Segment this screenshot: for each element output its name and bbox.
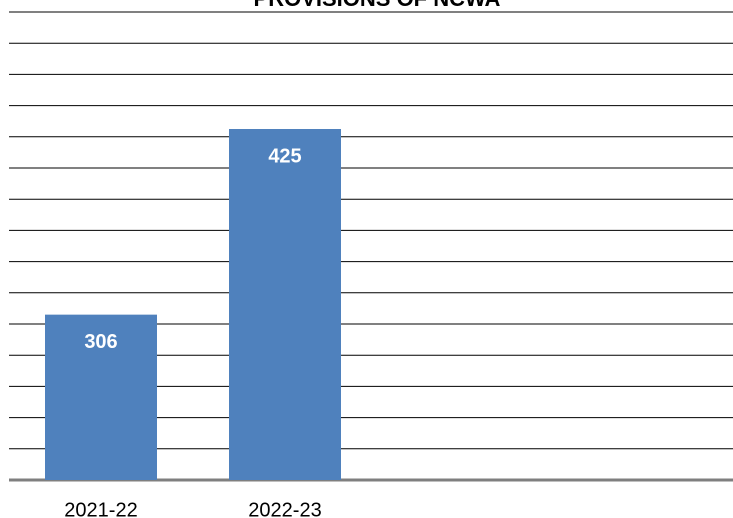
data-label: 425: [268, 145, 301, 167]
x-tick-label: 2021-22: [64, 499, 137, 518]
x-tick-label: 2022-23: [248, 499, 321, 518]
bar: [45, 314, 157, 480]
data-label: 306: [84, 331, 117, 353]
bar: [229, 129, 341, 480]
chart-title: PROVISIONS OF NCWA: [254, 0, 501, 11]
